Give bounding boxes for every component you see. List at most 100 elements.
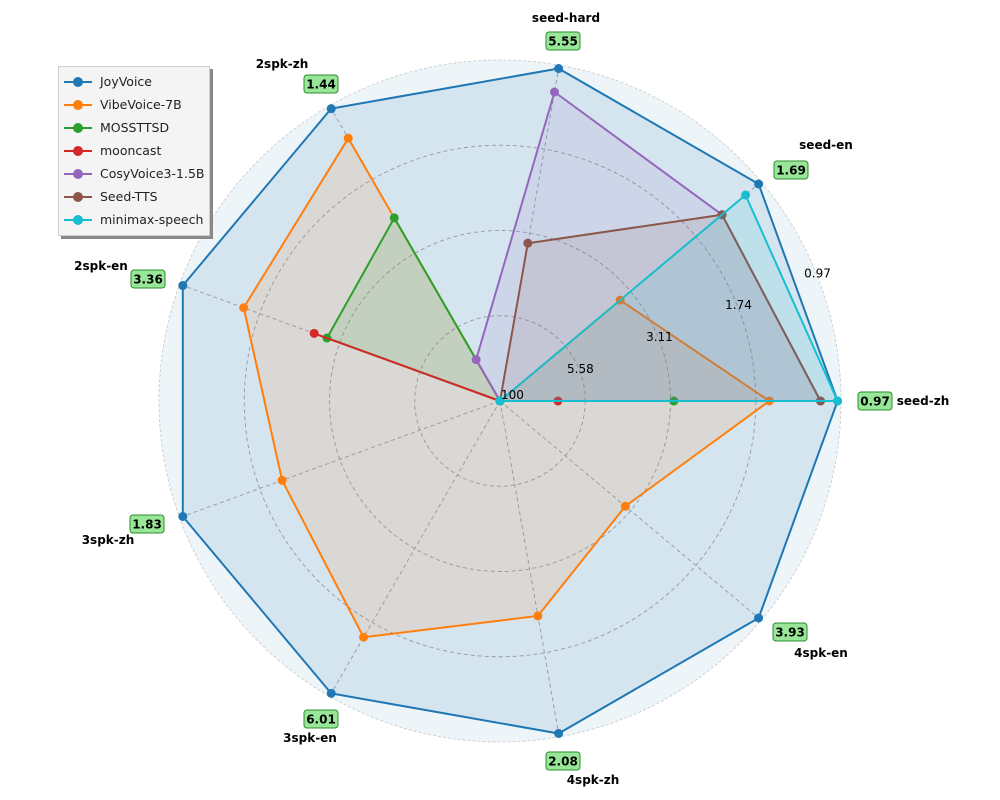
- data-point-marker: [309, 328, 319, 338]
- legend-item-mooncast: mooncast: [59, 139, 209, 162]
- data-point-marker: [343, 133, 353, 143]
- legend-marker-icon: [64, 214, 92, 226]
- axis-label-3spk-en: 3spk-en: [283, 731, 337, 745]
- radial-tick-label: 0.97: [804, 266, 831, 280]
- legend-label: mooncast: [100, 143, 162, 158]
- best-value-text: 3.93: [775, 626, 805, 640]
- grid-spoke: [499, 400, 762, 621]
- data-point-marker: [389, 213, 399, 223]
- best-value-box: [772, 622, 808, 642]
- data-point-marker: [239, 303, 249, 313]
- legend-marker-icon: [64, 145, 92, 157]
- best-value-badge: 6.01: [303, 709, 339, 729]
- best-value-badge: 2.08: [545, 751, 581, 771]
- best-value-box: [303, 74, 339, 94]
- radial-tick-labels: 100 5.58 3.11 1.74 0.97: [501, 266, 831, 402]
- chart-legend: JoyVoice VibeVoice-7B MOSSTTSD mooncast …: [58, 66, 210, 236]
- best-value-badge: 1.83: [129, 514, 165, 534]
- legend-label: CosyVoice3-1.5B: [100, 166, 205, 181]
- best-value-badge: 1.44: [303, 74, 339, 94]
- best-value-badge: 3.36: [130, 269, 166, 289]
- legend-item-mossttsd: MOSSTTSD: [59, 116, 209, 139]
- data-point-marker: [277, 475, 287, 485]
- series-fill: [500, 195, 838, 401]
- best-value-box: [129, 514, 165, 534]
- series-polygons: [178, 64, 843, 738]
- data-point-marker: [523, 238, 533, 248]
- data-point-marker: [549, 87, 559, 97]
- data-point-marker: [754, 613, 764, 623]
- axis-label-seed-zh: seed-zh: [897, 394, 950, 408]
- radial-tick-label: 1.74: [725, 298, 752, 312]
- legend-item-seed-tts: Seed-TTS: [59, 185, 209, 208]
- axis-label-seed-hard: seed-hard: [532, 11, 600, 25]
- data-point-marker: [754, 179, 764, 189]
- legend-marker-icon: [64, 99, 92, 111]
- data-point-marker: [178, 511, 188, 521]
- axis-labels: seed-zh 0.97 seed-en 1.69 seed-hard 5.55 2spk-…: [74, 11, 949, 787]
- legend-label: minimax-speech: [100, 212, 204, 227]
- best-value-text: 0.97: [860, 395, 890, 409]
- data-point-marker: [495, 396, 505, 406]
- best-value-box: [130, 269, 166, 289]
- best-value-box: [857, 391, 893, 411]
- legend-label: MOSSTTSD: [100, 120, 170, 135]
- legend-label: Seed-TTS: [100, 189, 158, 204]
- best-value-box: [545, 751, 581, 771]
- best-value-box: [545, 31, 581, 51]
- radial-tick-label: 3.11: [646, 330, 673, 344]
- radial-tick-label: 5.58: [567, 362, 594, 376]
- axis-label-2spk-en: 2spk-en: [74, 259, 128, 273]
- legend-label: JoyVoice: [100, 74, 152, 89]
- best-value-box: [303, 709, 339, 729]
- legend-label: VibeVoice-7B: [100, 97, 182, 112]
- best-value-text: 1.44: [306, 78, 336, 92]
- data-point-marker: [326, 688, 336, 698]
- data-point-marker: [554, 64, 564, 74]
- data-point-marker: [178, 281, 188, 291]
- series-fill: [476, 92, 821, 401]
- legend-item-joyvoice: JoyVoice: [59, 70, 209, 93]
- best-value-badge: 5.55: [545, 31, 581, 51]
- data-point-marker: [326, 104, 336, 114]
- series-line: [499, 194, 839, 402]
- data-point-marker: [554, 728, 564, 738]
- legend-item-minimax-speech: minimax-speech: [59, 208, 209, 231]
- best-value-text: 2.08: [548, 755, 578, 769]
- legend-marker-icon: [64, 168, 92, 180]
- radial-tick-label: 100: [501, 388, 524, 402]
- data-point-marker: [833, 396, 843, 406]
- best-value-box: [773, 160, 809, 180]
- legend-item-cosyvoice3: CosyVoice3-1.5B: [59, 162, 209, 185]
- series-line: [181, 67, 839, 735]
- series-fill: [243, 138, 770, 638]
- best-value-text: 5.55: [548, 35, 578, 49]
- legend-item-vibevoice: VibeVoice-7B: [59, 93, 209, 116]
- data-point-marker: [533, 611, 543, 621]
- grid-spoke: [179, 400, 501, 519]
- series-fill: [500, 214, 821, 401]
- grid-spoke: [499, 400, 560, 737]
- legend-marker-icon: [64, 76, 92, 88]
- best-value-text: 3.36: [133, 273, 163, 287]
- legend-marker-icon: [64, 191, 92, 203]
- grid-spoke: [329, 400, 501, 697]
- data-point-marker: [359, 632, 369, 642]
- best-value-text: 6.01: [306, 713, 336, 727]
- best-value-badge: 0.97: [857, 391, 893, 411]
- best-value-text: 1.83: [132, 518, 162, 532]
- data-point-marker: [471, 355, 481, 365]
- best-value-badge: 1.69: [773, 160, 809, 180]
- axis-label-seed-en: seed-en: [799, 138, 853, 152]
- legend-marker-icon: [64, 122, 92, 134]
- data-point-marker: [620, 501, 630, 511]
- data-point-marker: [741, 190, 751, 200]
- best-value-text: 1.69: [776, 164, 806, 178]
- series-fill: [327, 217, 674, 401]
- axis-label-2spk-zh: 2spk-zh: [256, 57, 309, 71]
- axis-label-3spk-zh: 3spk-zh: [82, 533, 135, 547]
- best-value-badge: 3.93: [772, 622, 808, 642]
- axis-label-4spk-zh: 4spk-zh: [567, 773, 620, 787]
- axis-label-4spk-en: 4spk-en: [794, 646, 848, 660]
